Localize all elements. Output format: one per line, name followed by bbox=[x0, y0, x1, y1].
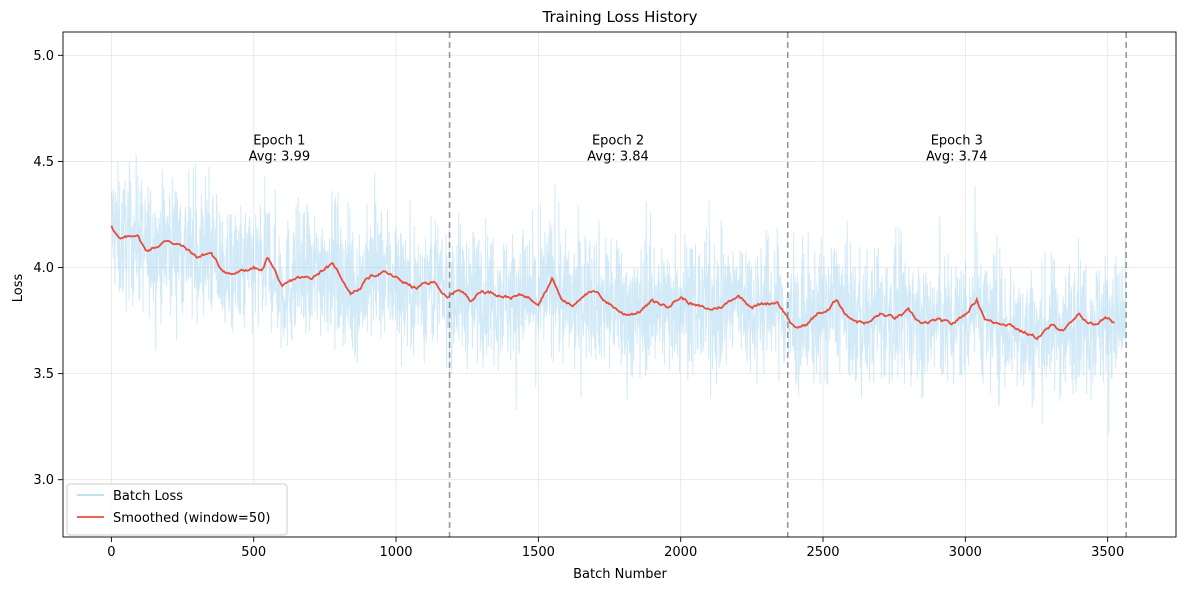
y-axis-label: Loss bbox=[11, 274, 26, 303]
epoch-3-label: Epoch 3 bbox=[931, 133, 983, 148]
x-tick-label-6: 3000 bbox=[949, 545, 982, 560]
epoch-2-label: Epoch 2 bbox=[592, 133, 644, 148]
epoch-2-avg: Avg: 3.84 bbox=[587, 149, 649, 164]
legend-box bbox=[66, 483, 288, 536]
x-tick-label-4: 2000 bbox=[664, 545, 697, 560]
legend-label-smoothed: Smoothed (window=50) bbox=[113, 511, 270, 526]
legend: Batch Loss Smoothed (window=50) bbox=[66, 483, 288, 536]
x-tick-label-3: 1500 bbox=[522, 545, 555, 560]
x-tick-label-1: 500 bbox=[241, 545, 266, 560]
x-axis-label: Batch Number bbox=[573, 567, 667, 582]
y-tick-label-1: 3.5 bbox=[33, 367, 54, 382]
y-tick-label-4: 5.0 bbox=[33, 49, 54, 64]
epoch-1-label: Epoch 1 bbox=[253, 133, 305, 148]
x-tick-label-0: 0 bbox=[107, 545, 115, 560]
x-tick-label-5: 2500 bbox=[806, 545, 839, 560]
smoothed-line bbox=[110, 225, 1115, 341]
y-tick-label-3: 4.5 bbox=[33, 155, 54, 170]
y-tick-label-0: 3.0 bbox=[33, 473, 54, 488]
chart-title: Training Loss History bbox=[542, 8, 698, 26]
y-tick-label-2: 4.0 bbox=[33, 261, 54, 276]
x-tick-label-7: 3500 bbox=[1091, 545, 1124, 560]
x-tick-label-2: 1000 bbox=[379, 545, 412, 560]
axes-frame bbox=[62, 31, 1177, 538]
legend-label-batch-loss: Batch Loss bbox=[113, 489, 183, 504]
epoch-1-avg: Avg: 3.99 bbox=[249, 149, 311, 164]
axes: 0 500 1000 1500 2000 2500 3000 3500 3.0 3.5 4.0 4.5… bbox=[33, 31, 1177, 560]
plot-area bbox=[110, 32, 1127, 537]
epoch-3-avg: Avg: 3.74 bbox=[926, 149, 988, 164]
